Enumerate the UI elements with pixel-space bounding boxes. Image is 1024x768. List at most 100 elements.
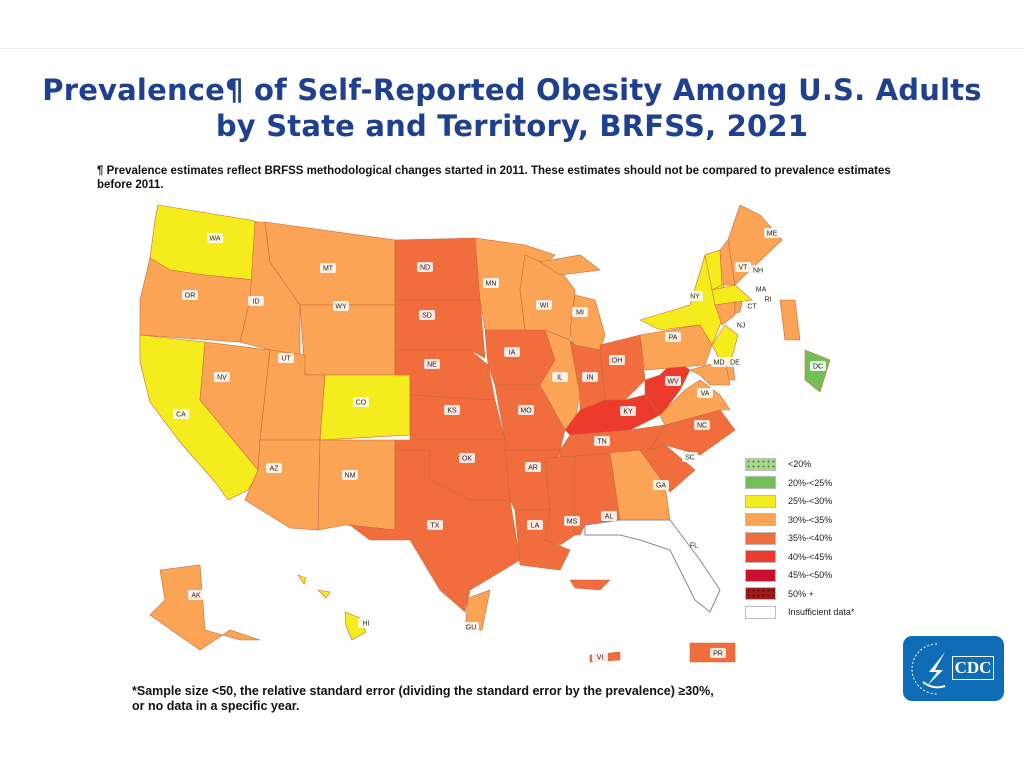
svg-text:AL: AL	[605, 514, 614, 521]
state-label: MD	[711, 357, 727, 367]
state-label: RI	[760, 294, 776, 304]
state-nm	[317, 439, 396, 531]
hhs-eagle-icon	[911, 643, 946, 695]
state-label: SD	[419, 310, 435, 320]
legend-label: Insufficient data*	[788, 607, 855, 618]
svg-text:ND: ND	[420, 265, 430, 272]
state-label: ME	[764, 228, 780, 238]
state-label: AK	[188, 590, 204, 600]
state-ks	[409, 394, 506, 441]
state-label: MA	[753, 284, 769, 294]
svg-text:IN: IN	[587, 375, 594, 382]
state-label: PA	[665, 332, 681, 342]
state-label: FL	[690, 543, 698, 550]
state-label: MO	[518, 405, 534, 415]
legend-swatch	[745, 550, 776, 564]
state-co	[319, 374, 411, 441]
state-wv	[644, 359, 691, 416]
footnote-line-2: or no data in a specific year.	[132, 699, 300, 713]
svg-text:NE: NE	[427, 362, 437, 369]
svg-text:VA: VA	[701, 391, 710, 398]
methodology-note: ¶ Prevalence estimates reflect BRFSS met…	[97, 165, 891, 191]
state-ct	[714, 301, 736, 326]
svg-text:DE: DE	[730, 360, 740, 367]
state-label: NV	[214, 372, 230, 382]
state-ne	[394, 349, 496, 401]
svg-text:WY: WY	[335, 304, 347, 311]
state-label: WA	[207, 233, 223, 243]
state-label: NH	[750, 265, 766, 275]
svg-text:RI: RI	[765, 297, 772, 304]
state-label: NY	[687, 291, 703, 301]
svg-text:CO: CO	[356, 400, 367, 407]
state-label: IL	[552, 372, 568, 382]
state-wy	[299, 304, 396, 376]
state-oh	[599, 334, 646, 401]
svg-text:NJ: NJ	[737, 323, 746, 330]
cdc-logo: CDC	[903, 636, 1004, 701]
legend-swatch	[745, 568, 776, 582]
state-label: GA	[653, 480, 669, 490]
legend-label: 25%-<30%	[788, 496, 833, 507]
legend-label: 20%-<25%	[788, 477, 833, 488]
svg-text:MO: MO	[520, 408, 532, 415]
state-ak	[149, 564, 261, 651]
legend-label: 45%-<50%	[788, 570, 833, 581]
legend-label: 30%-<35%	[788, 514, 833, 525]
state-label: NM	[342, 470, 358, 480]
svg-text:FL: FL	[690, 543, 698, 550]
state-label: MS	[564, 516, 580, 526]
svg-text:KS: KS	[447, 408, 457, 415]
state-label: IN	[582, 372, 598, 382]
svg-text:ME: ME	[767, 231, 778, 238]
state-ga	[609, 449, 671, 521]
svg-text:NY: NY	[690, 294, 700, 301]
svg-text:NH: NH	[753, 268, 763, 275]
svg-text:MT: MT	[323, 266, 334, 273]
state-fl	[584, 519, 721, 613]
svg-text:UT: UT	[281, 356, 291, 363]
svg-text:PR: PR	[713, 651, 723, 658]
legend-item: Insufficient data*	[745, 603, 854, 622]
svg-text:CA: CA	[176, 412, 186, 419]
state-label: ND	[417, 262, 433, 272]
legend-item: 50% +	[745, 585, 854, 604]
svg-text:GA: GA	[656, 483, 666, 490]
svg-text:HI: HI	[363, 621, 370, 628]
legend-label: 40%-<45%	[788, 551, 833, 562]
svg-text:TN: TN	[597, 439, 606, 446]
top-divider	[0, 48, 1024, 49]
svg-text:NC: NC	[697, 423, 707, 430]
state-label: WI	[536, 300, 552, 310]
state-label: AZ	[266, 463, 282, 473]
state-label: NJ	[733, 320, 749, 330]
svg-text:DC: DC	[813, 364, 823, 371]
state-pr	[569, 579, 611, 591]
state-label: HI	[358, 618, 374, 628]
legend-label: 35%-<40%	[788, 533, 833, 544]
legend-item: 25%-<30%	[745, 492, 854, 511]
svg-text:MN: MN	[486, 281, 497, 288]
state-hi	[297, 574, 307, 585]
svg-text:VT: VT	[739, 265, 749, 272]
state-label: VT	[735, 262, 751, 272]
legend-label: <20%	[788, 459, 812, 470]
svg-text:CT: CT	[747, 304, 757, 311]
state-mi	[539, 254, 601, 276]
state-hi	[317, 589, 331, 599]
state-label: DE	[727, 357, 743, 367]
legend: <20% 20%-<25% 25%-<30% 30%-<35% 35%-<40% 40%-…	[745, 455, 854, 622]
svg-text:MI: MI	[576, 310, 584, 317]
state-label: OR	[182, 290, 198, 300]
legend-item: 45%-<50%	[745, 566, 854, 585]
svg-text:GU: GU	[466, 625, 477, 632]
legend-item: 30%-<35%	[745, 511, 854, 530]
state-label: KY	[620, 406, 636, 416]
cdc-logo-text: CDC	[952, 656, 994, 680]
state-ia	[484, 329, 556, 386]
footnote: *Sample size <50, the relative standard …	[132, 684, 892, 714]
state-label: SC	[682, 452, 698, 462]
legend-swatch	[745, 457, 776, 471]
state-ms	[544, 455, 576, 546]
